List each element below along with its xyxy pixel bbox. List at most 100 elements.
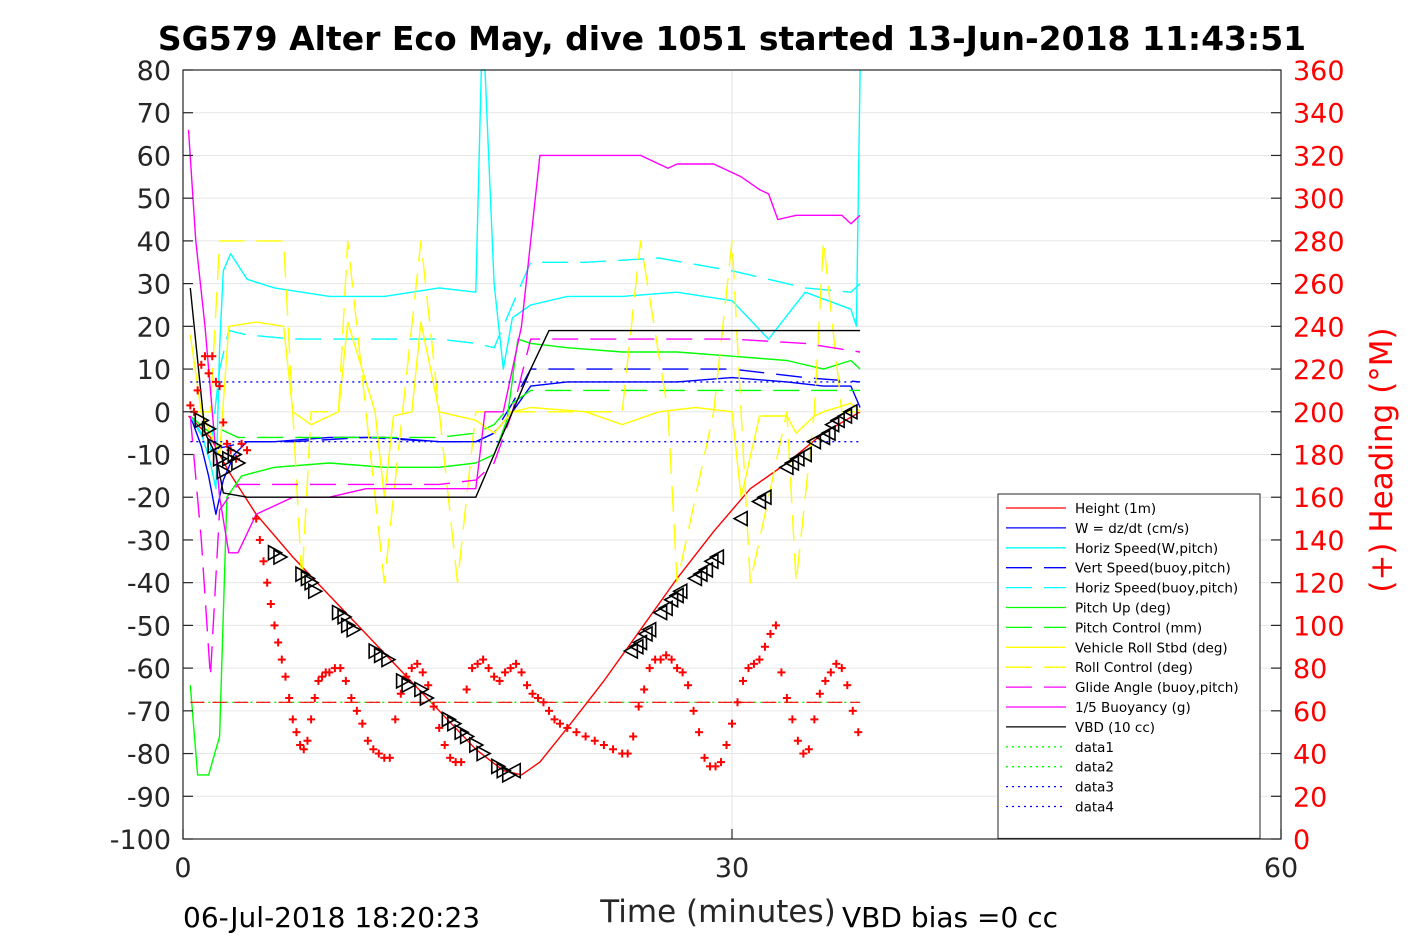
heading-point	[204, 369, 213, 378]
heading-point	[744, 664, 753, 673]
heading-point	[462, 685, 471, 694]
series-line-9	[189, 338, 861, 678]
y2-tick-label: 240	[1293, 312, 1345, 343]
series-line-11	[189, 287, 861, 498]
y2-tick-label: 20	[1293, 782, 1327, 813]
y-tick-label: -60	[127, 654, 171, 685]
heading-point	[733, 698, 742, 707]
y2-tick-label: 340	[1293, 99, 1345, 130]
series-line-7	[189, 321, 861, 498]
heading-point	[358, 719, 367, 728]
depth-marker	[820, 424, 836, 442]
x-tick-label: 0	[174, 853, 191, 884]
heading-points	[186, 352, 863, 771]
legend-entry: Vehicle Roll Stbd (deg)	[1075, 640, 1228, 656]
heading-point	[186, 401, 195, 410]
heading-point	[296, 741, 305, 750]
legend-entry: Roll Control (deg)	[1075, 660, 1193, 676]
y-tick-label: -70	[127, 697, 171, 728]
chart-title: SG579 Alter Eco May, dive 1051 started 1…	[158, 19, 1306, 58]
heading-point	[252, 514, 261, 523]
heading-point	[711, 762, 720, 771]
heading-point	[413, 659, 422, 668]
y2-tick-label: 300	[1293, 184, 1345, 215]
heading-point	[804, 745, 813, 754]
heading-point	[200, 352, 209, 361]
y2-tick-label: 320	[1293, 141, 1345, 172]
heading-point	[299, 745, 308, 754]
depth-marker	[373, 646, 390, 664]
heading-point	[728, 719, 736, 728]
heading-point	[760, 642, 769, 651]
heading-point	[689, 706, 698, 715]
legend-entry: VBD (10 cc)	[1075, 720, 1155, 736]
heading-point	[429, 702, 438, 711]
heading-point	[396, 689, 405, 698]
heading-point	[629, 732, 638, 741]
heading-point	[782, 694, 791, 703]
y2-tick-label: 360	[1293, 56, 1345, 87]
heading-point	[288, 715, 297, 724]
series-line-4	[189, 257, 861, 451]
heading-point	[700, 753, 709, 762]
series-line-10	[187, 129, 861, 554]
depth-marker	[194, 411, 210, 429]
depth-marker	[756, 488, 772, 506]
heading-point	[292, 728, 301, 737]
y-tick-label: 40	[137, 227, 171, 258]
heading-point	[243, 446, 252, 455]
heading-point	[208, 352, 217, 361]
y-tick-label: 70	[137, 99, 171, 130]
y-tick-label: -10	[127, 441, 171, 472]
depth-marker	[381, 651, 397, 668]
heading-point	[215, 382, 224, 391]
heading-point	[255, 535, 264, 544]
y-tick-label: -20	[127, 483, 171, 514]
heading-point	[766, 629, 775, 638]
depth-marker	[212, 450, 229, 468]
heading-point	[645, 664, 654, 673]
heading-point	[717, 758, 726, 767]
depth-marker	[697, 561, 714, 579]
heading-point	[193, 386, 202, 395]
right-axis-label: (+) Heading (°M)	[1364, 327, 1400, 592]
heading-point	[550, 715, 559, 724]
depth-marker	[395, 672, 412, 690]
heading-point	[440, 741, 449, 750]
heading-point	[501, 668, 510, 677]
y2-tick-label: 80	[1293, 654, 1327, 685]
heading-point	[274, 638, 283, 647]
depth-marker	[221, 450, 238, 468]
legend-entry: data4	[1075, 800, 1114, 816]
depth-marker	[476, 745, 492, 762]
heading-point	[303, 736, 312, 745]
depth-marker	[459, 728, 476, 745]
depth-marker	[732, 510, 748, 527]
heading-point	[788, 715, 797, 724]
heading-point	[837, 664, 846, 673]
heading-point	[277, 655, 286, 664]
heading-point	[270, 621, 279, 630]
x-tick-label: 60	[1264, 853, 1298, 884]
heading-point	[826, 668, 835, 677]
y-tick-label: 10	[137, 355, 171, 386]
legend-entry: 1/5 Buoyancy (g)	[1075, 700, 1191, 716]
legend-entry: Pitch Up (deg)	[1075, 601, 1171, 617]
heading-point	[517, 668, 526, 677]
heading-point	[407, 664, 416, 673]
heading-point	[678, 668, 687, 677]
depth-markers	[194, 403, 858, 784]
depth-marker	[346, 621, 362, 639]
y-axis-right: 0 20 40 60 80 100 120 140 160 180 200 220 240 260 280 3…	[1293, 56, 1345, 856]
heading-point	[609, 745, 618, 754]
depth-marker	[401, 676, 417, 694]
legend-entry: data2	[1075, 760, 1114, 776]
heading-point	[341, 676, 350, 685]
depth-marker	[201, 420, 218, 438]
depth-marker	[447, 715, 463, 732]
y-tick-label: -50	[127, 611, 171, 642]
heading-point	[590, 736, 599, 745]
y2-tick-label: 0	[1293, 825, 1310, 856]
heading-point	[490, 672, 499, 681]
heading-point	[528, 689, 537, 698]
